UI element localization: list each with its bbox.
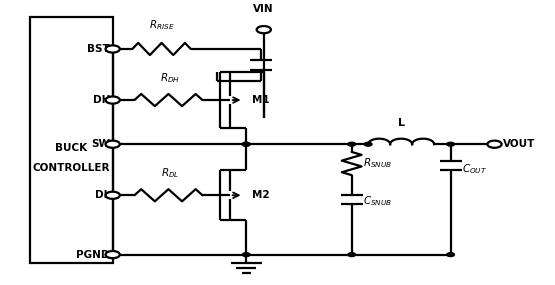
Text: DL: DL xyxy=(95,190,110,200)
Circle shape xyxy=(243,142,250,146)
Text: BST: BST xyxy=(87,44,110,54)
Text: $R_{RISE}$: $R_{RISE}$ xyxy=(149,19,174,32)
FancyBboxPatch shape xyxy=(31,17,113,263)
Circle shape xyxy=(348,142,356,146)
Circle shape xyxy=(243,253,250,256)
Text: M1: M1 xyxy=(251,95,269,105)
Circle shape xyxy=(447,253,455,256)
Circle shape xyxy=(243,142,250,146)
Circle shape xyxy=(364,142,372,146)
Text: $C_{SNUB}$: $C_{SNUB}$ xyxy=(362,194,392,208)
Circle shape xyxy=(348,253,356,256)
Text: $R_{DL}$: $R_{DL}$ xyxy=(160,166,179,180)
Text: CONTROLLER: CONTROLLER xyxy=(33,163,110,173)
Text: L: L xyxy=(397,118,405,128)
Circle shape xyxy=(105,96,120,104)
Text: DH: DH xyxy=(93,95,110,105)
Text: BUCK: BUCK xyxy=(56,143,88,153)
Text: VOUT: VOUT xyxy=(503,139,535,149)
Circle shape xyxy=(447,142,455,146)
Circle shape xyxy=(105,192,120,199)
Text: SW: SW xyxy=(91,139,110,149)
Circle shape xyxy=(256,26,271,33)
Text: $R_{DH}$: $R_{DH}$ xyxy=(160,71,180,85)
Text: M2: M2 xyxy=(251,190,269,200)
Text: $R_{SNUB}$: $R_{SNUB}$ xyxy=(362,157,392,170)
Text: PGND: PGND xyxy=(77,250,110,260)
Text: VIN: VIN xyxy=(254,5,274,15)
Circle shape xyxy=(105,45,120,52)
Circle shape xyxy=(105,141,120,148)
Circle shape xyxy=(105,251,120,258)
Circle shape xyxy=(487,141,502,148)
Text: $C_{OUT}$: $C_{OUT}$ xyxy=(462,162,487,176)
